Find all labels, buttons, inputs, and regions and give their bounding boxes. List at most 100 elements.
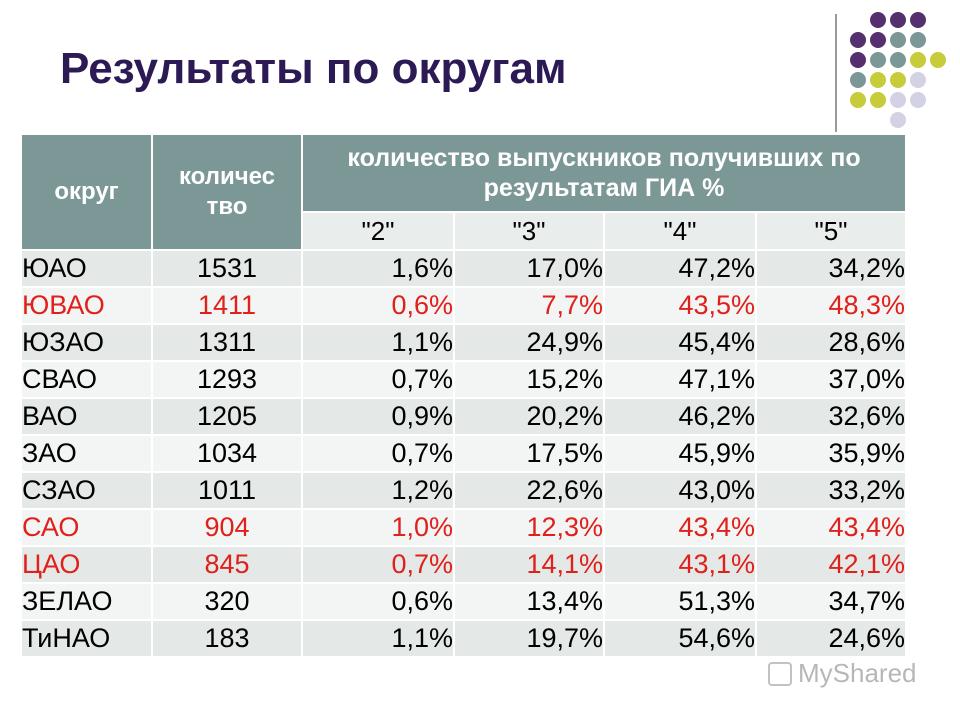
count-cell: 1531	[152, 250, 303, 288]
grade-2-cell: 0,9%	[302, 398, 455, 436]
grade-3-cell: 20,2%	[454, 398, 605, 436]
decorative-dot	[850, 72, 866, 88]
grade-2-cell: 0,7%	[302, 546, 455, 584]
grade-3-cell: 14,1%	[454, 546, 605, 584]
count-cell: 320	[152, 583, 303, 621]
district-cell: СВАО	[22, 361, 153, 399]
count-cell: 1011	[152, 472, 303, 510]
grade-4-cell: 45,9%	[604, 435, 757, 473]
watermark-text: MyShared	[798, 658, 917, 688]
count-cell: 1411	[152, 287, 303, 325]
decorative-dot	[910, 72, 926, 88]
grade-2-cell: 1,1%	[302, 324, 455, 362]
table-row: ЮАО 1531 1,6% 17,0% 47,2% 34,2%	[22, 250, 907, 288]
district-cell: ЮЗАО	[22, 324, 153, 362]
grade-4-cell: 45,4%	[604, 324, 757, 362]
decorative-dot	[910, 52, 926, 68]
table-row: ТиНАО 183 1,1% 19,7% 54,6% 24,6%	[22, 620, 907, 658]
decorative-dot	[850, 52, 866, 68]
table-row: ВАО 1205 0,9% 20,2% 46,2% 32,6%	[22, 398, 907, 436]
count-cell: 1034	[152, 435, 303, 473]
decorative-dot	[910, 32, 926, 48]
grade-5-cell: 24,6%	[756, 620, 907, 658]
table-row: ЗАО 1034 0,7% 17,5% 45,9% 35,9%	[22, 435, 907, 473]
district-cell: САО	[22, 509, 153, 547]
grade-4-cell: 51,3%	[604, 583, 757, 621]
header-grade-2: "2"	[302, 212, 455, 251]
decorative-dot	[870, 92, 886, 108]
grade-4-cell: 43,1%	[604, 546, 757, 584]
grade-5-cell: 35,9%	[756, 435, 907, 473]
grade-3-cell: 15,2%	[454, 361, 605, 399]
decorative-dots-icon	[850, 12, 950, 152]
count-cell: 845	[152, 546, 303, 584]
district-cell: ЮВАО	[22, 287, 153, 325]
count-cell: 1293	[152, 361, 303, 399]
table-row: ЮЗАО 1311 1,1% 24,9% 45,4% 28,6%	[22, 324, 907, 362]
grade-4-cell: 43,0%	[604, 472, 757, 510]
table-row: ЗЕЛАО 320 0,6% 13,4% 51,3% 34,7%	[22, 583, 907, 621]
decorative-dot	[890, 72, 906, 88]
decorative-dot	[890, 52, 906, 68]
grade-4-cell: 43,4%	[604, 509, 757, 547]
decorative-dot	[890, 32, 906, 48]
grade-2-cell: 0,7%	[302, 435, 455, 473]
header-grade-4: "4"	[604, 212, 757, 251]
grade-5-cell: 34,7%	[756, 583, 907, 621]
projector-screen-icon	[768, 662, 792, 686]
grade-5-cell: 43,4%	[756, 509, 907, 547]
results-table-body: ЮАО 1531 1,6% 17,0% 47,2% 34,2% ЮВАО 1411 0,6% 7,…	[22, 250, 907, 658]
district-cell: ВАО	[22, 398, 153, 436]
grade-5-cell: 28,6%	[756, 324, 907, 362]
count-cell: 904	[152, 509, 303, 547]
grade-5-cell: 42,1%	[756, 546, 907, 584]
grade-3-cell: 24,9%	[454, 324, 605, 362]
header-district: округ	[22, 135, 153, 251]
district-cell: ЗАО	[22, 435, 153, 473]
district-cell: ЦАО	[22, 546, 153, 584]
decorative-dot	[870, 32, 886, 48]
grade-2-cell: 1,1%	[302, 620, 455, 658]
grade-3-cell: 12,3%	[454, 509, 605, 547]
grade-3-cell: 7,7%	[454, 287, 605, 325]
table-row: САО 904 1,0% 12,3% 43,4% 43,4%	[22, 509, 907, 547]
grade-3-cell: 17,5%	[454, 435, 605, 473]
district-cell: ЮАО	[22, 250, 153, 288]
grade-2-cell: 1,2%	[302, 472, 455, 510]
district-cell: ТиНАО	[22, 620, 153, 658]
decorative-dot	[890, 12, 906, 28]
header-share: количество выпускников получивших по рез…	[302, 135, 907, 214]
count-cell: 1205	[152, 398, 303, 436]
grade-2-cell: 0,6%	[302, 583, 455, 621]
count-cell: 183	[152, 620, 303, 658]
grade-4-cell: 47,2%	[604, 250, 757, 288]
grade-3-cell: 13,4%	[454, 583, 605, 621]
decorative-dot	[870, 52, 886, 68]
decorative-dot	[890, 92, 906, 108]
grade-2-cell: 0,7%	[302, 361, 455, 399]
grade-2-cell: 0,6%	[302, 287, 455, 325]
table-row: СЗАО 1011 1,2% 22,6% 43,0% 33,2%	[22, 472, 907, 510]
grade-5-cell: 34,2%	[756, 250, 907, 288]
decorative-dot	[870, 12, 886, 28]
header-grade-3: "3"	[454, 212, 605, 251]
results-table: округ количес тво количество выпускников…	[22, 135, 907, 658]
decorative-dot	[870, 72, 886, 88]
header-grade-5: "5"	[756, 212, 907, 251]
decorative-dot	[930, 52, 946, 68]
count-cell: 1311	[152, 324, 303, 362]
grade-4-cell: 46,2%	[604, 398, 757, 436]
decorative-dot	[910, 12, 926, 28]
grade-5-cell: 32,6%	[756, 398, 907, 436]
header-count: количес тво	[152, 135, 303, 251]
grade-2-cell: 1,6%	[302, 250, 455, 288]
grade-3-cell: 19,7%	[454, 620, 605, 658]
grade-4-cell: 54,6%	[604, 620, 757, 658]
district-cell: СЗАО	[22, 472, 153, 510]
decorative-dot	[850, 32, 866, 48]
grade-5-cell: 37,0%	[756, 361, 907, 399]
grade-2-cell: 1,0%	[302, 509, 455, 547]
grade-4-cell: 47,1%	[604, 361, 757, 399]
table-row: ЮВАО 1411 0,6% 7,7% 43,5% 48,3%	[22, 287, 907, 325]
decorative-dot	[850, 92, 866, 108]
